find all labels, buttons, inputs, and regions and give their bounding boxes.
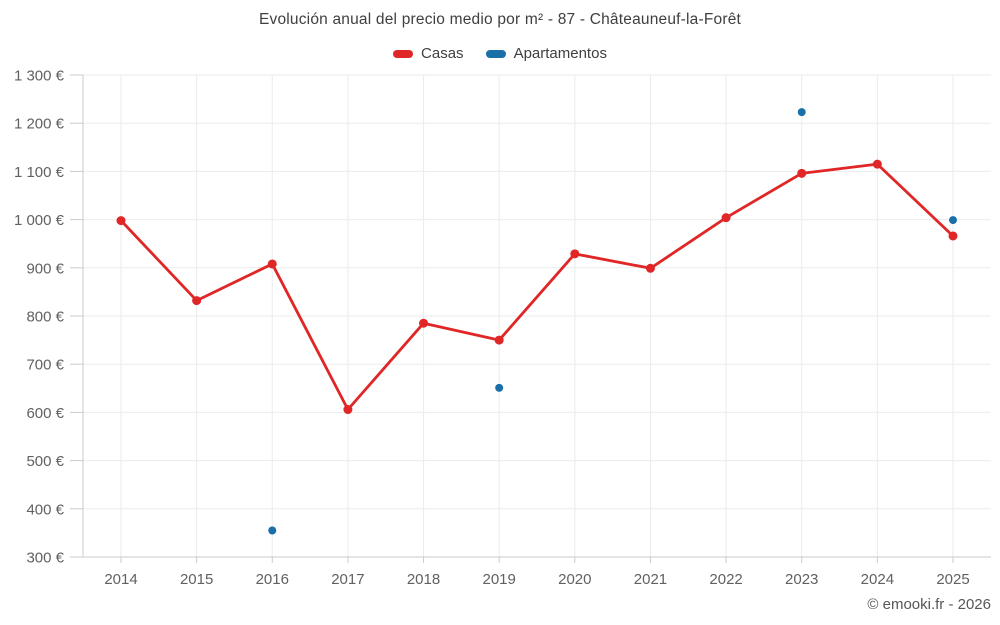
y-tick-label: 400 € xyxy=(26,501,64,518)
casas-series[interactable] xyxy=(116,159,958,415)
y-tick-label: 600 € xyxy=(26,405,64,422)
apartamentos-data-point[interactable] xyxy=(268,526,277,535)
x-tick-label: 2022 xyxy=(709,571,742,588)
casas-data-point[interactable] xyxy=(267,259,277,269)
x-tick-label: 2024 xyxy=(861,571,894,588)
legend-label-apartamentos: Apartamentos xyxy=(513,45,607,62)
apartamentos-swatch-icon xyxy=(485,49,506,58)
casas-data-point[interactable] xyxy=(192,296,202,306)
gridlines xyxy=(83,74,991,557)
y-tick-label: 900 € xyxy=(26,260,64,277)
casas-data-point[interactable] xyxy=(570,249,580,259)
y-tick-label: 1 000 € xyxy=(14,212,65,229)
casas-data-point[interactable] xyxy=(419,318,429,328)
casas-data-point[interactable] xyxy=(116,216,126,226)
y-tick-label: 700 € xyxy=(26,357,64,374)
x-tick-label: 2020 xyxy=(558,571,591,588)
x-tick-label: 2025 xyxy=(936,571,969,588)
x-tick-label: 2019 xyxy=(482,571,515,588)
x-tick-label: 2018 xyxy=(407,571,440,588)
casas-data-point[interactable] xyxy=(494,335,504,345)
y-tick-label: 300 € xyxy=(26,550,64,567)
x-tick-label: 2017 xyxy=(331,571,364,588)
legend-item-apartamentos[interactable]: Apartamentos xyxy=(485,45,607,62)
casas-data-point[interactable] xyxy=(645,263,655,273)
legend-item-casas[interactable]: Casas xyxy=(393,45,464,62)
y-tick-label: 1 100 € xyxy=(14,164,65,181)
x-tick-label: 2021 xyxy=(634,571,667,588)
casas-data-point[interactable] xyxy=(872,159,882,169)
apartamentos-data-point[interactable] xyxy=(949,216,957,225)
y-tick-label: 800 € xyxy=(26,309,64,326)
axes xyxy=(70,74,991,563)
chart-title: Evolución anual del precio medio por m² … xyxy=(258,11,742,28)
y-axis-labels: 300 € 400 € 500 € 600 € 700 € 800 € 900 € 1 000… xyxy=(14,68,65,567)
x-tick-label: 2023 xyxy=(785,571,818,588)
copyright-text: © emooki.fr - 2026 xyxy=(867,596,991,613)
apartamentos-data-point[interactable] xyxy=(797,108,806,117)
x-tick-label: 2014 xyxy=(104,571,137,588)
y-tick-label: 1 300 € xyxy=(14,68,65,85)
apartamentos-data-point[interactable] xyxy=(495,383,504,392)
chart-legend: Casas Apartamentos xyxy=(0,45,1000,62)
casas-data-point[interactable] xyxy=(343,405,353,415)
casas-data-point[interactable] xyxy=(721,213,731,223)
legend-label-casas: Casas xyxy=(421,45,464,62)
casas-swatch-icon xyxy=(393,49,414,58)
x-tick-label: 2015 xyxy=(180,571,213,588)
x-tick-label: 2016 xyxy=(256,571,289,588)
casas-data-point[interactable] xyxy=(797,168,807,178)
y-tick-label: 500 € xyxy=(26,453,64,470)
x-axis-labels: 2014 2015 2016 2017 2018 2019 2020 2021 2022 2023… xyxy=(104,571,969,588)
casas-data-point[interactable] xyxy=(948,231,958,241)
y-tick-label: 1 200 € xyxy=(14,116,65,133)
apartamentos-series[interactable] xyxy=(268,108,957,535)
